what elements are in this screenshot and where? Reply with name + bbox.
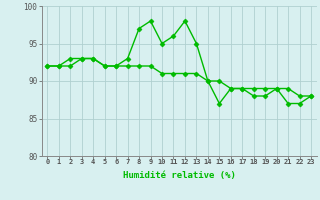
X-axis label: Humidité relative (%): Humidité relative (%) xyxy=(123,171,236,180)
